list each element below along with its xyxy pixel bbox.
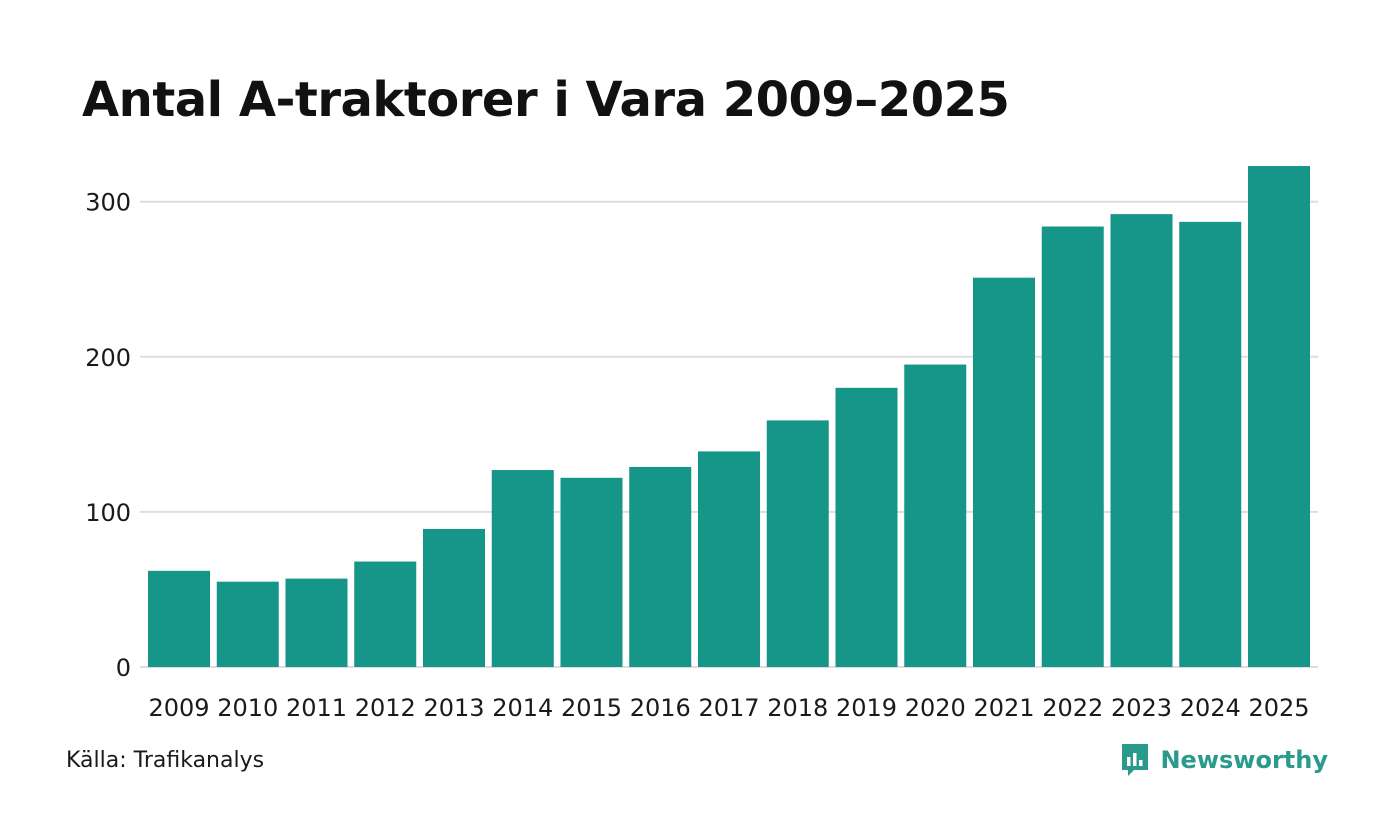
brand-logo[interactable]: Newsworthy [1120,742,1328,778]
x-tick-label: 2011 [286,694,347,722]
chart-title: Antal A-traktorer i Vara 2009–2025 [82,72,1010,128]
y-axis-ticks: 0 100 200 300 [85,189,131,682]
bar-2013 [423,528,485,667]
y-tick-label: 300 [85,189,131,217]
x-tick-label: 2019 [836,694,897,722]
x-tick-label: 2017 [698,694,759,722]
bar-2021 [973,277,1035,667]
x-tick-label: 2018 [767,694,828,722]
bar-2014 [491,470,554,667]
bar-2020 [904,364,967,667]
bars [148,166,1310,668]
x-tick-label: 2025 [1248,694,1309,722]
bar-2012 [354,561,417,667]
x-tick-label: 2021 [973,694,1034,722]
x-tick-label: 2010 [217,694,278,722]
x-tick-label: 2024 [1180,694,1241,722]
x-tick-label: 2023 [1111,694,1172,722]
x-tick-label: 2014 [492,694,553,722]
x-tick-label: 2016 [630,694,691,722]
bar-2010 [216,581,279,667]
bar-2018 [766,420,829,667]
y-tick-label: 0 [116,654,131,682]
source-note: Källa: Trafikanalys [66,748,265,773]
bar-2025 [1248,166,1310,668]
x-tick-label: 2009 [148,694,209,722]
y-tick-label: 100 [85,499,131,527]
bar-2015 [560,477,623,667]
x-tick-label: 2012 [355,694,416,722]
x-tick-label: 2013 [423,694,484,722]
brand-name: Newsworthy [1160,746,1328,774]
newsworthy-logo-icon [1122,744,1149,776]
x-tick-label: 2022 [1042,694,1103,722]
bar-2019 [835,387,898,667]
x-axis-ticks: 2009 2010 2011 2012 2013 2014 2015 2016 2017 2018… [148,694,1309,722]
bar-2024 [1179,221,1242,667]
y-tick-label: 200 [85,344,131,372]
x-tick-label: 2015 [561,694,622,722]
bar-2022 [1041,226,1104,668]
x-tick-label: 2020 [905,694,966,722]
bar-2011 [285,578,348,667]
bar-2009 [148,570,210,667]
bar-2016 [629,466,692,667]
bar-2023 [1110,214,1173,667]
bar-2017 [698,451,760,667]
